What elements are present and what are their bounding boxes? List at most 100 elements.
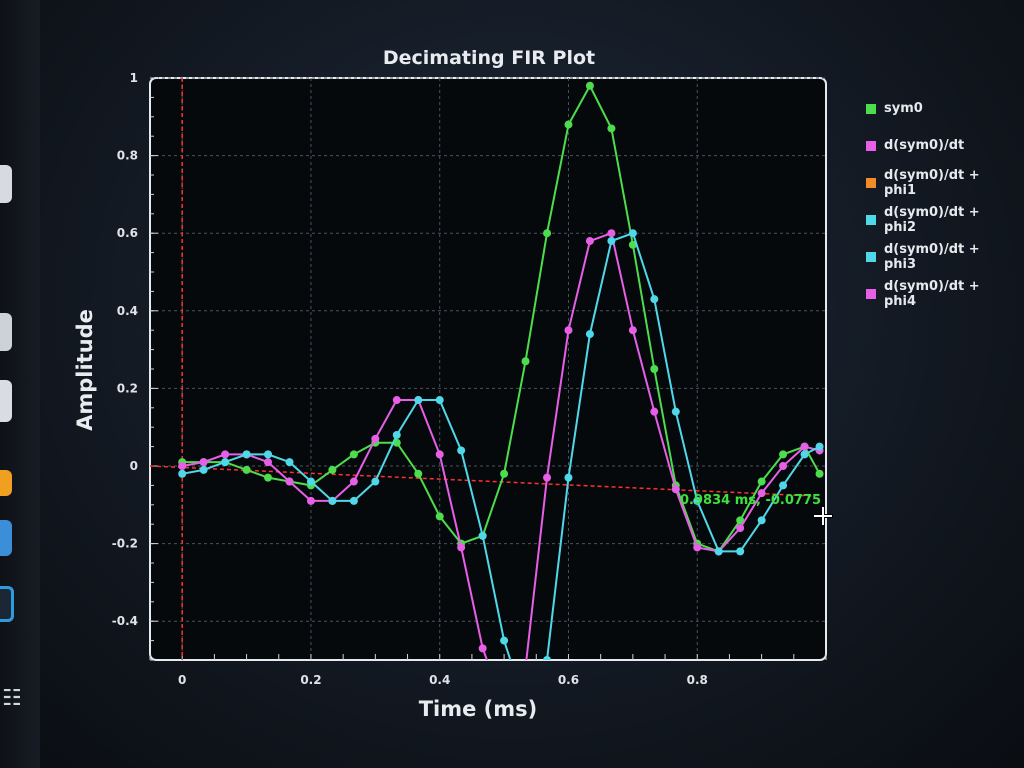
- data-point: [242, 465, 251, 474]
- legend-label: sym0: [884, 101, 923, 116]
- data-point: [815, 442, 824, 451]
- chart-title: Decimating FIR Plot: [383, 47, 595, 69]
- data-point: [199, 458, 208, 467]
- data-point: [349, 477, 358, 486]
- ticks: 0 0.2 0.4 0.6 0.8 -0.4 -0.2 0 0.2 0.4 0.6 0.8 1: [112, 71, 827, 687]
- data-point: [628, 229, 637, 238]
- data-point: [306, 477, 315, 486]
- legend-swatch: [866, 177, 876, 188]
- data-point: [607, 236, 616, 245]
- grid-apps-icon[interactable]: ☷: [2, 686, 22, 711]
- y-tick-label: 0: [130, 459, 138, 473]
- data-point: [757, 516, 766, 525]
- legend-item[interactable]: d(sym0)/dt + phi3: [866, 238, 1016, 275]
- legend-swatch: [866, 140, 876, 151]
- data-point: [178, 462, 187, 470]
- y-tick-label: 0.8: [117, 149, 138, 163]
- data-point: [650, 365, 659, 373]
- dock-app-icon[interactable]: [0, 165, 12, 203]
- dock-app-icon[interactable]: [0, 520, 12, 556]
- dock-app-icon[interactable]: [0, 470, 12, 496]
- legend-label: d(sym0)/dt + phi3: [884, 241, 980, 272]
- legend-item[interactable]: d(sym0)/dt + phi2: [866, 201, 1016, 238]
- y-tick-label: 0.2: [117, 381, 138, 395]
- data-point: [543, 656, 552, 660]
- dock-app-icon[interactable]: [0, 313, 12, 351]
- data-point: [607, 229, 616, 238]
- x-axis-label: Time (ms): [419, 697, 538, 721]
- data-point: [328, 465, 337, 474]
- data-point: [607, 124, 616, 133]
- plot-area[interactable]: [149, 77, 827, 661]
- legend-item[interactable]: d(sym0)/dt + phi4: [866, 275, 1016, 312]
- data-point: [242, 450, 251, 459]
- data-point: [221, 450, 230, 459]
- y-tick-label: 1: [130, 71, 138, 85]
- legend: sym0 d(sym0)/dt d(sym0)/dt + phi1 d(sym0)/d…: [866, 90, 1016, 312]
- data-point: [800, 450, 809, 459]
- data-point: [757, 477, 766, 486]
- legend-label: d(sym0)/dt + phi4: [884, 278, 980, 309]
- reference-lines: [150, 78, 816, 660]
- data-point: [435, 450, 444, 459]
- data-point: [779, 481, 788, 490]
- data-point: [564, 326, 573, 335]
- data-point: [693, 496, 702, 505]
- data-point: [543, 229, 552, 238]
- data-point: [585, 81, 594, 90]
- legend-item[interactable]: d(sym0)/dt + phi1: [866, 164, 1016, 201]
- dock-app-icon[interactable]: [0, 586, 14, 622]
- data-point: [264, 473, 273, 482]
- data-point: [435, 396, 444, 405]
- data-point: [264, 450, 273, 459]
- y-tick-label: 0.4: [117, 304, 138, 318]
- data-point: [671, 407, 680, 416]
- data-point: [457, 543, 466, 552]
- y-tick-label: -0.4: [112, 614, 138, 628]
- series-layer: [178, 81, 824, 672]
- data-point: [500, 469, 509, 478]
- cursor-marker-line: [150, 465, 816, 497]
- data-point: [800, 442, 809, 451]
- data-point: [564, 120, 573, 129]
- y-tick-label: 0.6: [117, 226, 138, 240]
- data-point: [671, 485, 680, 494]
- data-point: [285, 458, 294, 467]
- data-point: [221, 458, 230, 467]
- data-point: [628, 240, 637, 249]
- data-point: [371, 434, 380, 443]
- data-point: [306, 496, 315, 505]
- data-point: [435, 512, 444, 521]
- data-point: [693, 543, 702, 552]
- cursor-readout: 0.9834 ms, -0.0775: [680, 493, 821, 508]
- legend-swatch: [866, 214, 876, 225]
- data-point: [779, 462, 788, 470]
- data-point: [585, 330, 594, 339]
- data-point: [736, 547, 745, 556]
- x-tick-label: 0.2: [300, 673, 321, 687]
- data-point: [779, 450, 788, 459]
- data-point: [478, 644, 487, 653]
- data-point: [371, 477, 380, 486]
- data-point: [564, 473, 573, 482]
- data-point: [628, 326, 637, 335]
- data-point: [757, 489, 766, 498]
- data-point: [392, 396, 401, 405]
- legend-item[interactable]: d(sym0)/dt: [866, 127, 1016, 164]
- x-tick-label: 0.6: [558, 673, 579, 687]
- data-point: [650, 407, 659, 416]
- data-point: [736, 516, 745, 525]
- crosshair-cursor-icon: [813, 506, 833, 526]
- legend-swatch: [866, 251, 876, 262]
- data-point: [521, 357, 530, 366]
- legend-swatch: [866, 103, 876, 114]
- legend-item[interactable]: sym0: [866, 90, 1016, 127]
- data-point: [414, 396, 423, 405]
- data-point: [736, 524, 745, 533]
- data-point: [264, 458, 273, 467]
- data-point: [478, 531, 487, 540]
- dock-app-icon[interactable]: [0, 380, 12, 422]
- y-axis-label: Amplitude: [73, 309, 97, 431]
- data-point: [522, 664, 530, 672]
